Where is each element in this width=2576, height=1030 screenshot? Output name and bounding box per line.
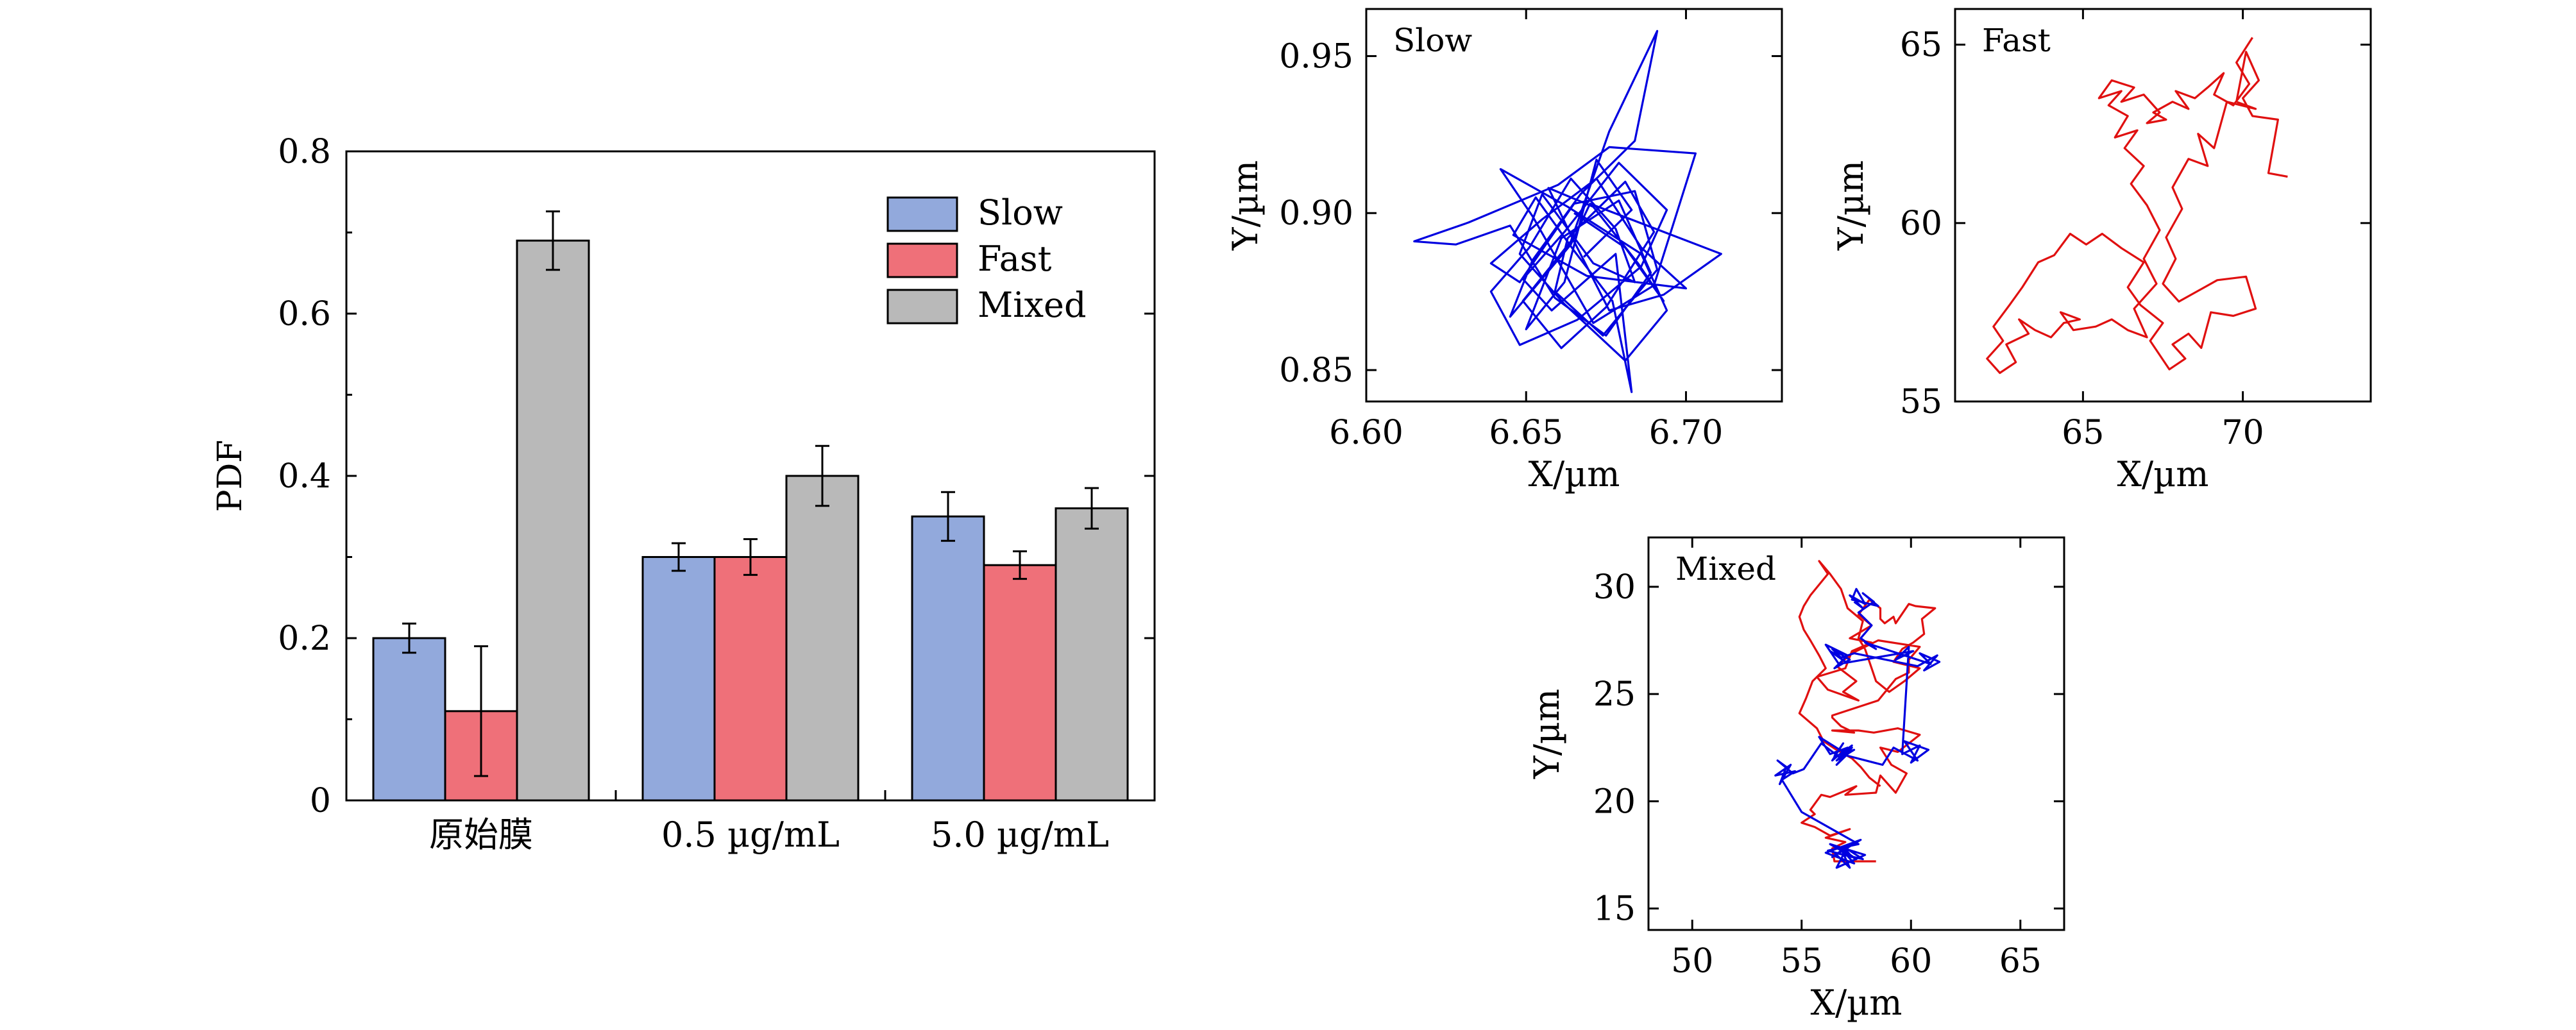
fast-panel-frame (1954, 8, 2372, 403)
bar-slow-0 (372, 637, 446, 802)
mixed-y-tick-label-3: 30 (1593, 568, 1636, 607)
slow-x-tick-label-2: 6.70 (1649, 414, 1724, 452)
slow-panel-x-ticks: 6.60 6.65 6.70 (1329, 9, 1723, 452)
bar-y-tick-label-2: 0.4 (278, 457, 331, 496)
bar-slow-1 (641, 556, 716, 802)
slow-y-tick-label-1: 0.90 (1279, 194, 1353, 233)
bar-slow-2 (911, 515, 985, 802)
slow-x-tick-label-0: 6.60 (1329, 414, 1403, 452)
bar-mixed-1 (785, 475, 860, 802)
bar-chart-y-axis-label: PDF (211, 440, 250, 512)
mixed-panel-y-axis-label: Y/µm (1527, 689, 1567, 779)
slow-panel-frame (1365, 8, 1783, 403)
bar-chart-legend: Slow Fast Mixed (886, 192, 1087, 325)
mixed-trajectory-line-1 (1774, 587, 1941, 869)
fast-x-tick-label-1: 70 (2222, 414, 2264, 452)
bar-mixed-2 (1055, 507, 1129, 802)
bar-chart-y-ticks: 0 0.2 0.4 0.6 0.8 (278, 133, 1155, 820)
bar-fast-1 (713, 556, 788, 802)
slow-trajectory-panel: 6.60 6.65 6.70 0.85 0.90 0.95 Slow X/µm Y/µm (1225, 8, 1783, 494)
fast-panel-x-axis-label: X/µm (2117, 454, 2209, 494)
mixed-panel-frame (1647, 536, 2065, 931)
bar-mixed-0 (516, 239, 590, 802)
bar-x-tick-label-1: 0.5 µg/mL (661, 815, 840, 855)
bar-y-tick-label-4: 0.8 (278, 133, 331, 171)
mixed-x-tick-label-1: 55 (1781, 942, 1823, 981)
fast-trajectory-panel: 65 70 55 60 65 Fast X/µm Y/µm (1831, 8, 2372, 494)
bar-chart-bars (372, 239, 1129, 802)
slow-y-tick-label-0: 0.85 (1279, 351, 1353, 390)
mixed-panel-x-axis-label: X/µm (1811, 983, 1902, 1023)
bar-y-tick-label-3: 0.6 (278, 295, 331, 333)
slow-trajectory-series (1413, 30, 1722, 393)
bar-chart-x-ticks: 原始膜 0.5 µg/mL 5.0 µg/mL (429, 790, 1109, 855)
bar-y-tick-label-1: 0.2 (278, 620, 331, 658)
fast-trajectory-series (1986, 37, 2288, 375)
mixed-panel-y-ticks: 15 20 25 30 (1593, 568, 2064, 929)
bar-y-tick-label-0: 0 (310, 782, 331, 820)
fast-y-tick-label-2: 65 (1900, 26, 1942, 65)
legend-swatch-mixed (886, 289, 958, 325)
fast-y-tick-label-0: 55 (1900, 383, 1942, 421)
fast-y-tick-label-1: 60 (1900, 205, 1942, 243)
slow-panel-x-axis-label: X/µm (1529, 454, 1620, 494)
mixed-y-tick-label-1: 20 (1593, 782, 1636, 821)
legend-swatch-slow (886, 196, 958, 232)
slow-panel-y-axis-label: Y/µm (1225, 160, 1266, 251)
mixed-x-tick-label-0: 50 (1671, 942, 1713, 981)
bar-fast-2 (983, 564, 1057, 802)
mixed-trajectory-line-0 (1798, 560, 1936, 863)
fast-panel-y-axis-label: Y/µm (1831, 160, 1871, 251)
mixed-x-tick-label-3: 65 (1999, 942, 2042, 981)
mixed-y-tick-label-0: 15 (1593, 890, 1636, 929)
fast-trajectory-line-0 (1986, 37, 2288, 375)
mixed-trajectory-series (1774, 560, 1941, 869)
mixed-panel-label: Mixed (1675, 550, 1776, 587)
legend-label-mixed: Mixed (978, 285, 1087, 325)
slow-panel-y-ticks: 0.85 0.90 0.95 (1279, 37, 1782, 390)
slow-y-tick-label-2: 0.95 (1279, 37, 1353, 76)
bar-chart-error-bars (402, 210, 1099, 777)
slow-trajectory-line-0 (1413, 30, 1722, 393)
mixed-trajectory-panel: 50 55 60 65 15 20 25 30 Mixed X/µm Y/µm (1527, 536, 2065, 1023)
mixed-y-tick-label-2: 25 (1593, 675, 1636, 714)
fast-x-tick-label-0: 65 (2062, 414, 2104, 452)
bar-x-tick-label-0: 原始膜 (429, 815, 533, 855)
mixed-x-tick-label-2: 60 (1890, 942, 1932, 981)
legend-swatch-fast (886, 242, 958, 278)
slow-x-tick-label-1: 6.65 (1489, 414, 1563, 452)
fast-panel-y-ticks: 55 60 65 (1900, 26, 2371, 421)
legend-label-fast: Fast (978, 239, 1052, 279)
bar-chart: 00.20.40.60.8 原始膜 0.5 µg/mL 5.0 µg/mL PDF … (211, 133, 1156, 855)
fast-panel-label: Fast (1982, 22, 2051, 59)
slow-panel-label: Slow (1393, 22, 1472, 59)
fast-panel-x-ticks: 65 70 (2062, 9, 2264, 452)
mixed-panel-x-ticks: 50 55 60 65 (1671, 537, 2042, 981)
legend-label-slow: Slow (978, 192, 1063, 233)
bar-x-tick-label-2: 5.0 µg/mL (931, 815, 1109, 855)
